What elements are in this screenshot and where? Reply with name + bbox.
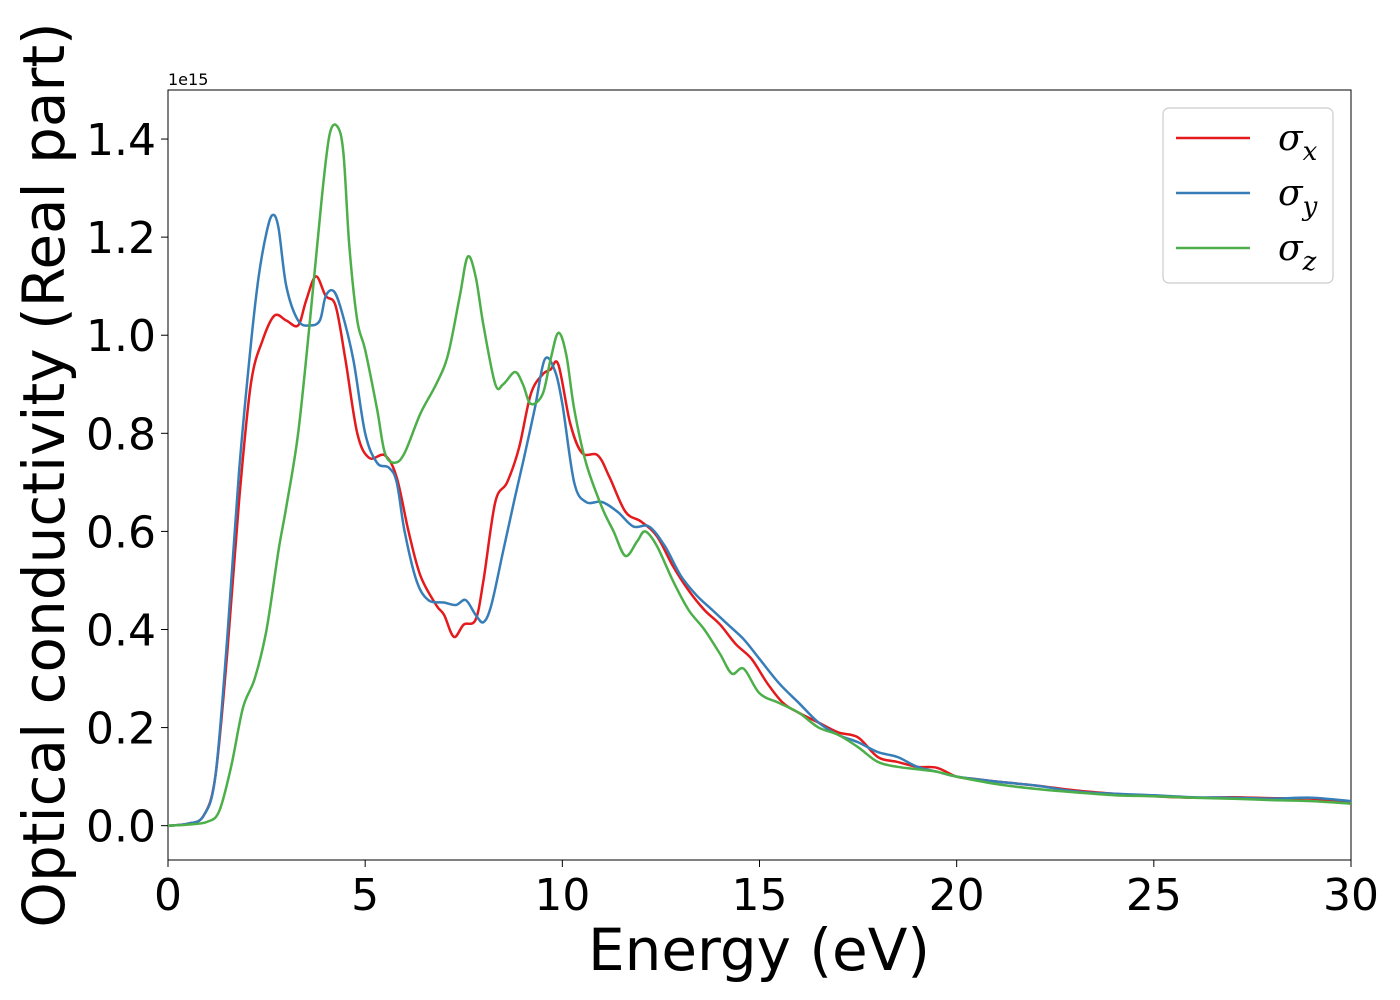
y-tick-label: 1.4 [86,115,156,166]
x-axis-title: Energy (eV) [588,916,930,984]
y-tick-label: 1.0 [86,311,156,362]
y-tick-label: 0.4 [86,605,156,656]
y-tick-label: 1.2 [86,213,156,264]
series-line-sigma-y [167,213,1352,827]
x-tick-label: 20 [929,870,985,921]
x-tick-label: 15 [732,870,788,921]
x-tick-label: 10 [534,870,590,921]
legend-label-sigma-y: σy [1278,173,1318,222]
legend-box [1162,107,1334,284]
y-axis-title: Optical conductivity (Real part) [10,22,78,927]
x-tick-label: 5 [351,870,379,921]
y-tick-label: 0.6 [86,507,156,558]
y-offset-label: 1e15 [168,70,208,89]
x-tick-label: 25 [1126,870,1182,921]
series-line-sigma-z [167,123,1352,827]
series-lines [167,123,1352,827]
y-tick-label: 0.8 [86,409,156,460]
series-line-sigma-x [167,275,1352,827]
x-tick-label: 0 [154,870,182,921]
plot-area [167,89,1352,861]
y-axis-ticks: 0.0 0.2 0.4 0.6 0.8 1.0 1.2 1.4 [86,115,168,853]
y-tick-label: 0.2 [86,704,156,755]
x-tick-label: 30 [1323,870,1379,921]
y-tick-label: 0.0 [86,802,156,853]
x-axis-ticks: 0 5 10 15 20 25 30 [154,860,1379,921]
